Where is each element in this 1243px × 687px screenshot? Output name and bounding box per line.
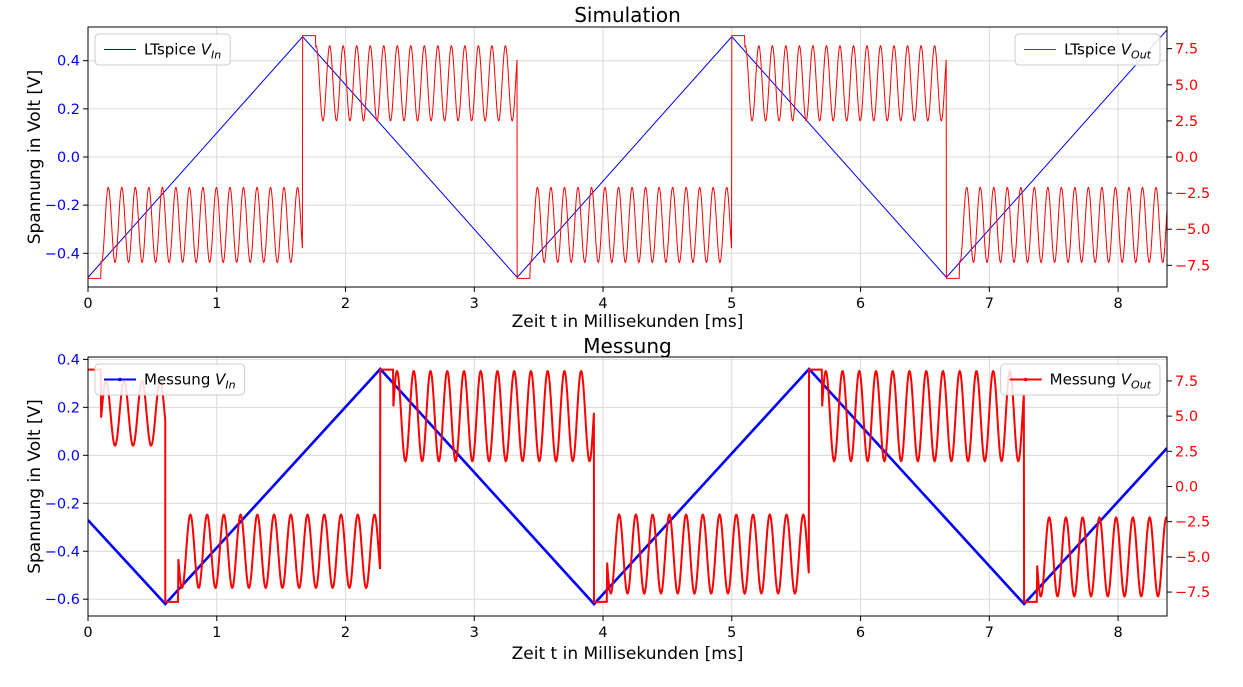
chart-messung: 0 1 2 3 4 5 6 7 8 −0.6 −0.4 −0.2 0.0 0.2 0.4 −7.5 −5.0 −2…: [25, 334, 1210, 664]
x-tick-label: 3: [470, 296, 479, 312]
y-tick-label-right: 7.5: [1175, 42, 1198, 58]
legend-label: Messung VIn: [144, 371, 236, 392]
plot-frame: [87, 356, 1168, 617]
y-tick-label-right: −2.5: [1175, 515, 1210, 531]
x-axis-label: Zeit t in Millisekunden [ms]: [512, 644, 744, 664]
y-tick-label-right: 5.0: [1175, 78, 1198, 94]
legend-vin: LTspice VIn: [94, 33, 231, 66]
y-tick-label-left: 0.2: [57, 102, 80, 118]
x-tick-label: 4: [598, 625, 607, 641]
legend-vout: LTspice VOut: [1014, 33, 1161, 66]
y-tick-label-right: −2.5: [1175, 186, 1210, 202]
y-tick-label-left: −0.4: [45, 246, 80, 262]
y-axis-label: Spannung in Volt [V]: [25, 70, 45, 245]
legend-label: Messung VOut: [1050, 371, 1152, 392]
series-line-vout: [88, 35, 1167, 279]
y-tick-label-left: 0.2: [57, 400, 80, 416]
y-tick-label-left: −0.2: [45, 496, 80, 512]
x-tick-label: 3: [470, 625, 479, 641]
y-tick-label-right: 7.5: [1175, 374, 1198, 390]
y-tick-label-right: −7.5: [1175, 258, 1210, 274]
x-tick-label: 0: [83, 296, 92, 312]
y-tick-label-right: 0.0: [1175, 150, 1198, 166]
y-tick-label-right: −7.5: [1175, 585, 1210, 601]
y-tick-label-right: 5.0: [1175, 409, 1198, 425]
legend-box: [1000, 363, 1161, 396]
x-tick-label: 5: [727, 625, 736, 641]
x-tick-label: 1: [212, 625, 221, 641]
y-axis-label: Spannung in Volt [V]: [25, 399, 45, 574]
y-tick-label-left: −0.6: [45, 592, 80, 608]
x-tick-label: 2: [341, 296, 350, 312]
y-tick-label-right: 2.5: [1175, 114, 1198, 130]
y-tick-label-left: 0.4: [57, 54, 80, 70]
chart-simulation: 0 1 2 3 4 5 6 7 8 −0.4 −0.2 0.0 0.2 0.4 −7.5 −5.0 −2.5 0.…: [25, 3, 1210, 332]
y-tick-label-left: 0.4: [57, 352, 80, 368]
chart-title: Simulation: [574, 3, 681, 27]
y-tick-label-left: 0.0: [57, 150, 80, 166]
y-tick-label-right: −5.0: [1175, 550, 1210, 566]
chart-title: Messung: [583, 334, 671, 358]
x-tick-label: 6: [856, 625, 865, 641]
x-tick-label: 8: [1113, 296, 1122, 312]
y-tick-label-right: 0.0: [1175, 480, 1198, 496]
x-tick-label: 1: [212, 296, 221, 312]
x-tick-label: 8: [1113, 625, 1122, 641]
legend-vout: Messung VOut: [1000, 363, 1161, 396]
legend-box: [94, 33, 231, 66]
y-tick-label-right: 2.5: [1175, 444, 1198, 460]
y-tick-label-left: −0.4: [45, 544, 80, 560]
series-line-vout: [88, 368, 1167, 603]
x-tick-label: 7: [985, 625, 994, 641]
y-tick-label-left: −0.2: [45, 198, 80, 214]
y-tick-label-left: 0.0: [57, 448, 80, 464]
legend-marker: [118, 377, 122, 382]
x-tick-label: 7: [985, 296, 994, 312]
series-line-vin: [88, 367, 1167, 606]
y-tick-label-right: −5.0: [1175, 222, 1210, 238]
x-axis-label: Zeit t in Millisekunden [ms]: [512, 312, 744, 332]
legend-box: [94, 363, 246, 396]
x-tick-label: 6: [856, 296, 865, 312]
x-tick-label: 4: [598, 296, 607, 312]
legend-marker: [1023, 377, 1028, 382]
series-line-vin: [88, 29, 1167, 279]
x-tick-label: 2: [341, 625, 350, 641]
legend-vin: Messung VIn: [94, 363, 246, 396]
legend-box: [1014, 33, 1161, 66]
legend-label: LTspice VOut: [1064, 41, 1152, 62]
x-tick-label: 5: [727, 296, 736, 312]
legend-label: LTspice VIn: [144, 41, 221, 62]
x-tick-label: 0: [83, 625, 92, 641]
